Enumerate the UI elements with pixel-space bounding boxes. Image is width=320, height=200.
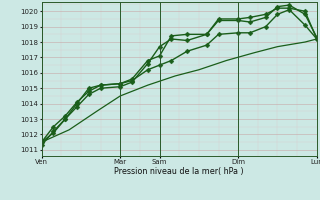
X-axis label: Pression niveau de la mer( hPa ): Pression niveau de la mer( hPa ) xyxy=(114,167,244,176)
